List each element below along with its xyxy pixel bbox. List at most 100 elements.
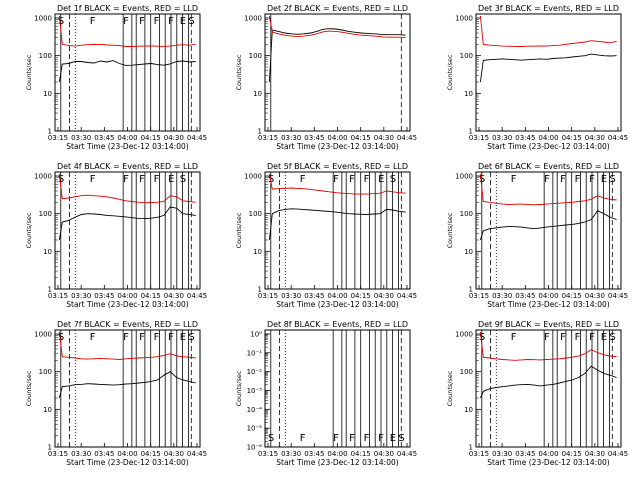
- x-axis-label: Start Time (23-Dec-12 03:14:00): [66, 458, 188, 467]
- x-tick-label: 03:15: [469, 292, 489, 300]
- x-tick-label: 03:45: [304, 450, 324, 458]
- segment-marker: F: [300, 433, 306, 444]
- lld-series: [58, 15, 196, 47]
- segment-marker: F: [300, 174, 306, 185]
- plot-frame: [54, 13, 201, 132]
- x-tick-label: 04:15: [141, 134, 161, 142]
- x-tick-label: 03:30: [492, 292, 512, 300]
- x-tick-label: 03:15: [258, 450, 278, 458]
- segment-marker: F: [154, 16, 160, 27]
- segment-marker: S: [58, 16, 64, 27]
- segment-marker: F: [349, 174, 355, 185]
- y-tick-label: 10: [253, 90, 262, 98]
- y-tick-label: 10⁻²: [247, 368, 263, 376]
- x-tick-label: 04:30: [585, 292, 605, 300]
- x-tick-label: 04:15: [351, 450, 371, 458]
- x-tick-label: 04:15: [562, 292, 582, 300]
- x-axis-label: Start Time (23-Dec-12 03:14:00): [66, 142, 188, 151]
- chart-title: Det 2f BLACK = Events, RED = LLD: [267, 4, 408, 13]
- lld-series: [479, 15, 617, 47]
- segment-marker: F: [575, 174, 581, 185]
- x-tick-label: 04:45: [608, 134, 628, 142]
- y-tick-label: 10: [43, 406, 52, 414]
- y-axis-label: Counts/sec: [235, 212, 243, 248]
- y-tick-label: 100: [39, 210, 52, 218]
- segment-marker: F: [364, 433, 370, 444]
- x-tick-label: 04:00: [117, 134, 137, 142]
- segment-marker: E: [601, 332, 607, 343]
- x-axis-label: Start Time (23-Dec-12 03:14:00): [276, 458, 398, 467]
- x-tick-label: 03:15: [48, 292, 68, 300]
- y-tick-label: 100: [460, 368, 473, 376]
- x-tick-label: 03:45: [94, 450, 114, 458]
- segment-marker: S: [390, 174, 396, 185]
- plot-frame: [475, 171, 622, 290]
- segment-marker: E: [601, 174, 607, 185]
- x-tick-label: 04:45: [187, 134, 207, 142]
- segment-marker: E: [168, 174, 174, 185]
- x-tick-label: 03:30: [281, 134, 301, 142]
- y-tick-label: 1000: [455, 331, 473, 339]
- y-tick-label: 1000: [34, 15, 52, 23]
- y-axis-label: Counts/sec: [25, 54, 33, 90]
- x-tick-label: 03:45: [94, 134, 114, 142]
- lld-series: [479, 331, 617, 361]
- plot-frame: [264, 329, 411, 448]
- plot-frame: [475, 329, 622, 448]
- segment-marker: E: [180, 332, 186, 343]
- x-tick-label: 04:15: [141, 292, 161, 300]
- x-tick-label: 04:30: [585, 450, 605, 458]
- x-axis-label: Start Time (23-Dec-12 03:14:00): [487, 142, 609, 151]
- y-axis-label: Counts/sec: [446, 370, 454, 406]
- segment-marker: S: [188, 332, 194, 343]
- segment-marker: F: [333, 174, 339, 185]
- x-tick-label: 04:00: [538, 450, 558, 458]
- segment-marker: F: [139, 16, 145, 27]
- x-tick-label: 04:00: [327, 450, 347, 458]
- x-tick-label: 03:45: [304, 292, 324, 300]
- x-tick-label: 04:15: [562, 450, 582, 458]
- x-tick-label: 04:00: [117, 450, 137, 458]
- y-tick-label: 10: [464, 406, 473, 414]
- y-tick-label: 10: [464, 248, 473, 256]
- segment-marker: F: [154, 174, 160, 185]
- x-tick-label: 03:45: [304, 134, 324, 142]
- y-axis-label: Counts/sec: [235, 370, 243, 406]
- segment-marker: F: [544, 174, 550, 185]
- segment-marker: F: [90, 174, 96, 185]
- segment-marker: S: [58, 332, 64, 343]
- y-tick-label: 1000: [244, 173, 262, 181]
- x-tick-label: 04:00: [538, 134, 558, 142]
- y-tick-label: 100: [39, 52, 52, 60]
- chart-title: Det 7f BLACK = Events, RED = LLD: [57, 320, 198, 329]
- x-axis-label: Start Time (23-Dec-12 03:14:00): [276, 142, 398, 151]
- y-axis-label: Counts/sec: [25, 370, 33, 406]
- x-tick-label: 04:30: [374, 134, 394, 142]
- y-tick-label: 10⁻⁵: [247, 425, 263, 433]
- y-tick-label: 1: [258, 128, 262, 136]
- plot-frame: [54, 329, 201, 448]
- x-tick-label: 04:30: [164, 292, 184, 300]
- chart-title: Det 5f BLACK = Events, RED = LLD: [267, 162, 408, 171]
- segment-marker: F: [589, 174, 595, 185]
- segment-marker: S: [609, 174, 615, 185]
- x-tick-label: 04:00: [538, 292, 558, 300]
- segment-marker: S: [268, 433, 274, 444]
- x-tick-label: 04:30: [164, 450, 184, 458]
- segment-marker: S: [58, 174, 64, 185]
- segment-marker: F: [123, 16, 129, 27]
- y-tick-label: 10: [43, 248, 52, 256]
- chart-title: Det 1f BLACK = Events, RED = LLD: [57, 4, 198, 13]
- segment-marker: S: [188, 16, 194, 27]
- x-tick-label: 04:30: [585, 134, 605, 142]
- events-series: [268, 208, 406, 241]
- y-tick-label: 1: [258, 286, 262, 294]
- x-tick-label: 04:45: [397, 134, 417, 142]
- segment-marker: F: [511, 332, 517, 343]
- segment-marker: F: [123, 332, 129, 343]
- segment-marker: S: [180, 174, 186, 185]
- plot-frame: [264, 171, 411, 290]
- plot-frame: [54, 171, 201, 290]
- x-tick-label: 03:15: [258, 292, 278, 300]
